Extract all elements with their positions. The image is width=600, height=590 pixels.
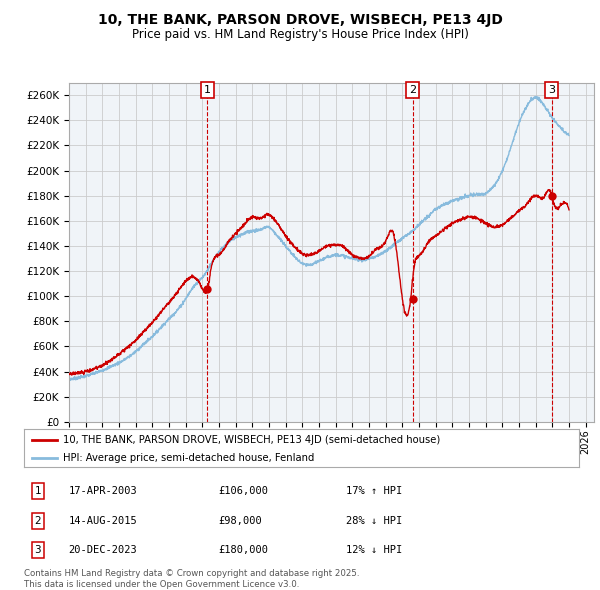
Text: 1: 1 [203,85,211,95]
Text: £106,000: £106,000 [218,486,268,496]
Text: 10, THE BANK, PARSON DROVE, WISBECH, PE13 4JD: 10, THE BANK, PARSON DROVE, WISBECH, PE1… [98,13,502,27]
Text: 14-AUG-2015: 14-AUG-2015 [68,516,137,526]
Text: 28% ↓ HPI: 28% ↓ HPI [346,516,402,526]
Text: 10, THE BANK, PARSON DROVE, WISBECH, PE13 4JD (semi-detached house): 10, THE BANK, PARSON DROVE, WISBECH, PE1… [63,435,440,445]
Text: Contains HM Land Registry data © Crown copyright and database right 2025.
This d: Contains HM Land Registry data © Crown c… [24,569,359,589]
Text: 17% ↑ HPI: 17% ↑ HPI [346,486,402,496]
Text: £180,000: £180,000 [218,545,268,555]
Text: 3: 3 [35,545,41,555]
Text: 12% ↓ HPI: 12% ↓ HPI [346,545,402,555]
Text: 20-DEC-2023: 20-DEC-2023 [68,545,137,555]
Text: 2: 2 [35,516,41,526]
Text: 17-APR-2003: 17-APR-2003 [68,486,137,496]
Text: HPI: Average price, semi-detached house, Fenland: HPI: Average price, semi-detached house,… [63,453,314,463]
Text: £98,000: £98,000 [218,516,262,526]
Text: 2: 2 [409,85,416,95]
Text: 3: 3 [548,85,555,95]
Text: Price paid vs. HM Land Registry's House Price Index (HPI): Price paid vs. HM Land Registry's House … [131,28,469,41]
Text: 1: 1 [35,486,41,496]
